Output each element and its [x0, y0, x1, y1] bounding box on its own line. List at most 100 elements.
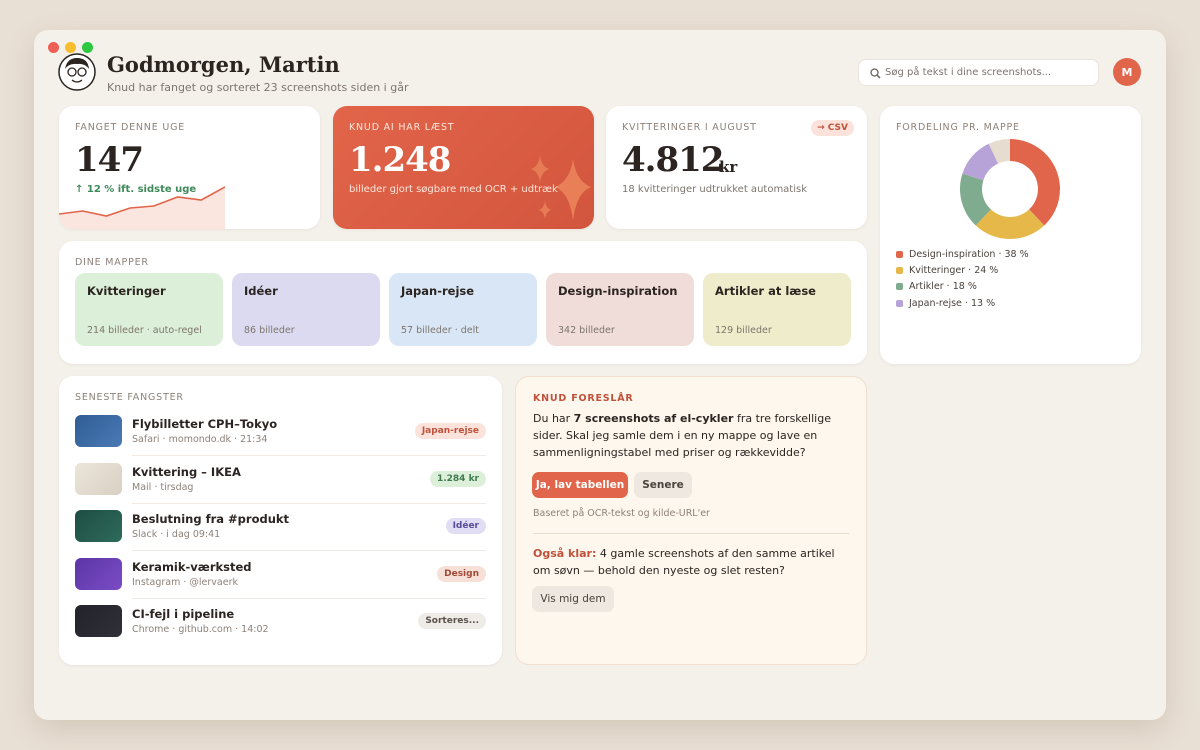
sparkline-line — [59, 186, 225, 217]
divider — [533, 533, 849, 534]
capture-thumbnail — [75, 510, 122, 542]
folder-meta: 57 billeder · delt — [401, 325, 479, 336]
legend-swatch — [896, 283, 903, 291]
capture-item[interactable]: Kvittering – IKEA Mail · tirsdag 1.284 kr — [75, 462, 486, 510]
capture-item[interactable]: Beslutning fra #produkt Slack · i dag 09:… — [75, 510, 486, 557]
later-button[interactable]: Senere — [634, 472, 692, 498]
folders-title: DINE MAPPER — [75, 257, 149, 268]
search-icon — [870, 68, 881, 79]
accept-button[interactable]: Ja, lav tabellen — [532, 472, 628, 498]
folder-name: Kvitteringer — [87, 284, 166, 298]
distribution-card: FORDELING PR. MAPPE Design-inspiration ·… — [880, 106, 1141, 364]
divider — [132, 550, 486, 551]
folder-name: Idéer — [244, 284, 278, 298]
folder-name: Japan-rejse — [401, 284, 475, 298]
greeting-subtitle: Knud har fanget og sorteret 23 screensho… — [107, 81, 409, 94]
capture-item[interactable]: Keramik-værksted Instagram · @lervaerk Des… — [75, 557, 486, 605]
legend-label: Design-inspiration · 38 % — [909, 248, 1029, 260]
donut-slice — [962, 143, 999, 181]
folder-tile[interactable]: Japan-rejse 57 billeder · delt — [389, 273, 537, 346]
folder-tile[interactable]: Design-inspiration 342 billeder — [546, 273, 694, 346]
donut-slice — [975, 209, 1045, 239]
legend-item: Kvitteringer · 24 % — [896, 262, 1029, 278]
divider — [132, 502, 486, 504]
capture-thumbnail — [75, 557, 122, 590]
capture-thumbnail — [75, 462, 122, 495]
capture-item[interactable]: Flybilletter CPH–Tokyo Safari · momondo.d… — [75, 415, 486, 462]
zoom-button[interactable] — [82, 42, 93, 53]
folder-name: Design-inspiration — [558, 284, 678, 298]
legend-label: Kvitteringer · 24 % — [909, 264, 999, 276]
capture-title: CI-fejl i pipeline — [132, 607, 235, 621]
greeting-title: Godmorgen, Martin — [107, 52, 340, 77]
donut-slice — [988, 139, 1010, 164]
capture-tag: Japan-rejse — [414, 423, 486, 439]
show-button[interactable]: Vis mig dem — [532, 586, 614, 612]
csv-export-badge[interactable]: → CSV — [811, 120, 854, 136]
text: Du har — [533, 412, 574, 425]
capture-source: Safari · momondo.dk · 21:34 — [132, 434, 268, 445]
capture-thumbnail — [75, 605, 122, 637]
extra-label: Også klar: — [533, 547, 597, 560]
folder-name: Artikler at læse — [715, 284, 816, 298]
stat-unit: kr — [719, 158, 738, 176]
capture-tag: Design — [437, 565, 486, 582]
capture-tag: Idéer — [445, 518, 486, 534]
folder-meta: 86 billeder — [244, 325, 295, 336]
folder-meta: 129 billeder — [715, 325, 772, 336]
bold-text: 7 screenshots af el-cykler — [573, 412, 734, 425]
legend-swatch — [896, 299, 903, 307]
capture-tag: 1.284 kr — [429, 470, 486, 487]
capture-source: Chrome · github.com · 14:02 — [132, 624, 269, 635]
divider — [132, 455, 486, 456]
stat-value: 147 — [75, 140, 144, 180]
text: 4 gamle screenshots af den samme artikel… — [533, 547, 835, 577]
sparkle-decoration — [531, 155, 591, 221]
divider — [132, 597, 486, 599]
donut-slice — [1010, 139, 1060, 226]
capture-title: Beslutning fra #produkt — [132, 512, 290, 526]
folder-tile[interactable]: Kvitteringer 214 billeder · auto-regel — [75, 273, 223, 346]
donut-slice — [960, 173, 991, 226]
stat-label: FANGET DENNE UGE — [75, 122, 186, 133]
legend-item: Design-inspiration · 38 % — [896, 246, 1029, 262]
legend-swatch — [896, 266, 903, 274]
folder-tile[interactable]: Idéer 86 billeder — [232, 273, 380, 346]
donut-chart — [960, 139, 1060, 239]
stat-value: 4.812 — [622, 140, 724, 180]
legend-item: Artikler · 18 % — [896, 279, 1029, 295]
capture-source: Instagram · @lervaerk — [132, 576, 238, 588]
legend-label: Japan-rejse · 13 % — [909, 297, 996, 309]
legend-label: Artikler · 18 % — [909, 281, 977, 293]
extra-suggestion: Også klar: 4 gamle screenshots af den sa… — [533, 545, 855, 579]
capture-title: Kvittering – IKEA — [132, 464, 241, 479]
capture-source: Slack · i dag 09:41 — [132, 529, 221, 540]
avatar-illustration — [58, 53, 96, 91]
suggestion-text: Du har 7 screenshots af el-cykler fra tr… — [533, 410, 855, 461]
stat-card: KVITTERINGER I AUGUST → CSV 4.812 kr 18 … — [606, 106, 867, 229]
stat-note: 18 kvitteringer udtrukket automatisk — [622, 184, 808, 195]
folder-tile[interactable]: Artikler at læse 129 billeder — [703, 273, 851, 346]
legend-item: Japan-rejse · 13 % — [896, 295, 1029, 311]
close-button[interactable] — [48, 42, 59, 53]
stat-note: billeder gjort søgbare med OCR + udtræk — [349, 184, 558, 195]
capture-item[interactable]: CI-fejl i pipeline Chrome · github.com · … — [75, 605, 486, 652]
suggestion-footnote: Baseret på OCR-tekst og kilde-URL'er — [533, 508, 710, 519]
capture-source: Mail · tirsdag — [132, 481, 194, 493]
search-box[interactable]: Søg på tekst i dine screenshots... — [858, 59, 1099, 86]
distribution-title: FORDELING PR. MAPPE — [896, 122, 1020, 133]
suggestion-card: KNUD FORESLÅR Du har 7 screenshots af el… — [515, 376, 867, 665]
folder-meta: 214 billeder · auto-regel — [87, 325, 202, 336]
capture-tag: Sorteres... — [418, 613, 486, 629]
stat-card-highlight: KNUD AI HAR LÆST 1.248 billeder gjort sø… — [333, 106, 594, 229]
stat-label: KVITTERINGER I AUGUST — [622, 122, 757, 133]
suggestion-title: KNUD FORESLÅR — [533, 393, 634, 404]
minimize-button[interactable] — [65, 42, 76, 53]
legend: Design-inspiration · 38 % Kvitteringer · … — [896, 246, 1029, 311]
stat-card: FANGET DENNE UGE 147 ↑ 12 % ift. sidste … — [59, 106, 320, 229]
user-avatar[interactable]: M — [1113, 58, 1141, 86]
stat-label: KNUD AI HAR LÆST — [349, 122, 455, 133]
text: fra tre forskellige sider. Skal jeg saml… — [533, 412, 831, 459]
capture-title: Keramik-værksted — [132, 559, 252, 574]
